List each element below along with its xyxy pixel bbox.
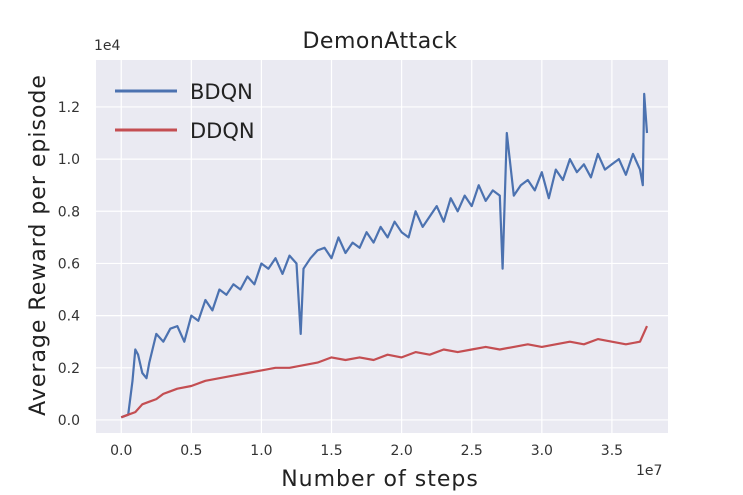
y-exponent-label: 1e4 <box>94 38 121 54</box>
series-layer <box>120 92 649 419</box>
x-tick-label: 3.0 <box>531 443 553 459</box>
chart-title: DemonAttack <box>302 29 457 54</box>
x-tick-label: 0.5 <box>180 443 202 459</box>
y-tick-label: 0.4 <box>58 309 80 325</box>
series-line-ddqn <box>120 325 649 419</box>
y-axis-label: Average Reward per episode <box>26 74 51 416</box>
x-tick-label: 3.5 <box>601 443 623 459</box>
x-tick-label: 0.0 <box>110 443 132 459</box>
x-tick-label: 1.5 <box>320 443 342 459</box>
x-tick-label: 1.0 <box>250 443 272 459</box>
y-tick-label: 0.2 <box>58 361 80 377</box>
x-tick-label: 2.5 <box>461 443 483 459</box>
x-tick-labels: 0.0 0.5 1.0 1.5 2.0 2.5 3.0 3.5 <box>110 443 623 459</box>
y-tick-label: 1.0 <box>58 152 80 168</box>
plot-area <box>96 60 668 433</box>
x-tick-label: 2.0 <box>390 443 412 459</box>
x-exponent-label: 1e7 <box>636 463 662 479</box>
x-axis-label: Number of steps <box>281 467 479 492</box>
series-line-bdqn <box>120 92 649 419</box>
legend-label-bdqn: BDQN <box>190 80 253 104</box>
y-tick-label: 0.6 <box>58 256 80 272</box>
y-tick-label: 1.2 <box>58 100 80 116</box>
y-tick-label: 0.8 <box>58 204 80 220</box>
y-tick-labels: 0.0 0.2 0.4 0.6 0.8 1.0 1.2 <box>58 100 80 429</box>
legend-label-ddqn: DDQN <box>190 119 255 143</box>
y-tick-label: 0.0 <box>58 413 80 429</box>
legend: BDQN DDQN <box>115 80 255 143</box>
